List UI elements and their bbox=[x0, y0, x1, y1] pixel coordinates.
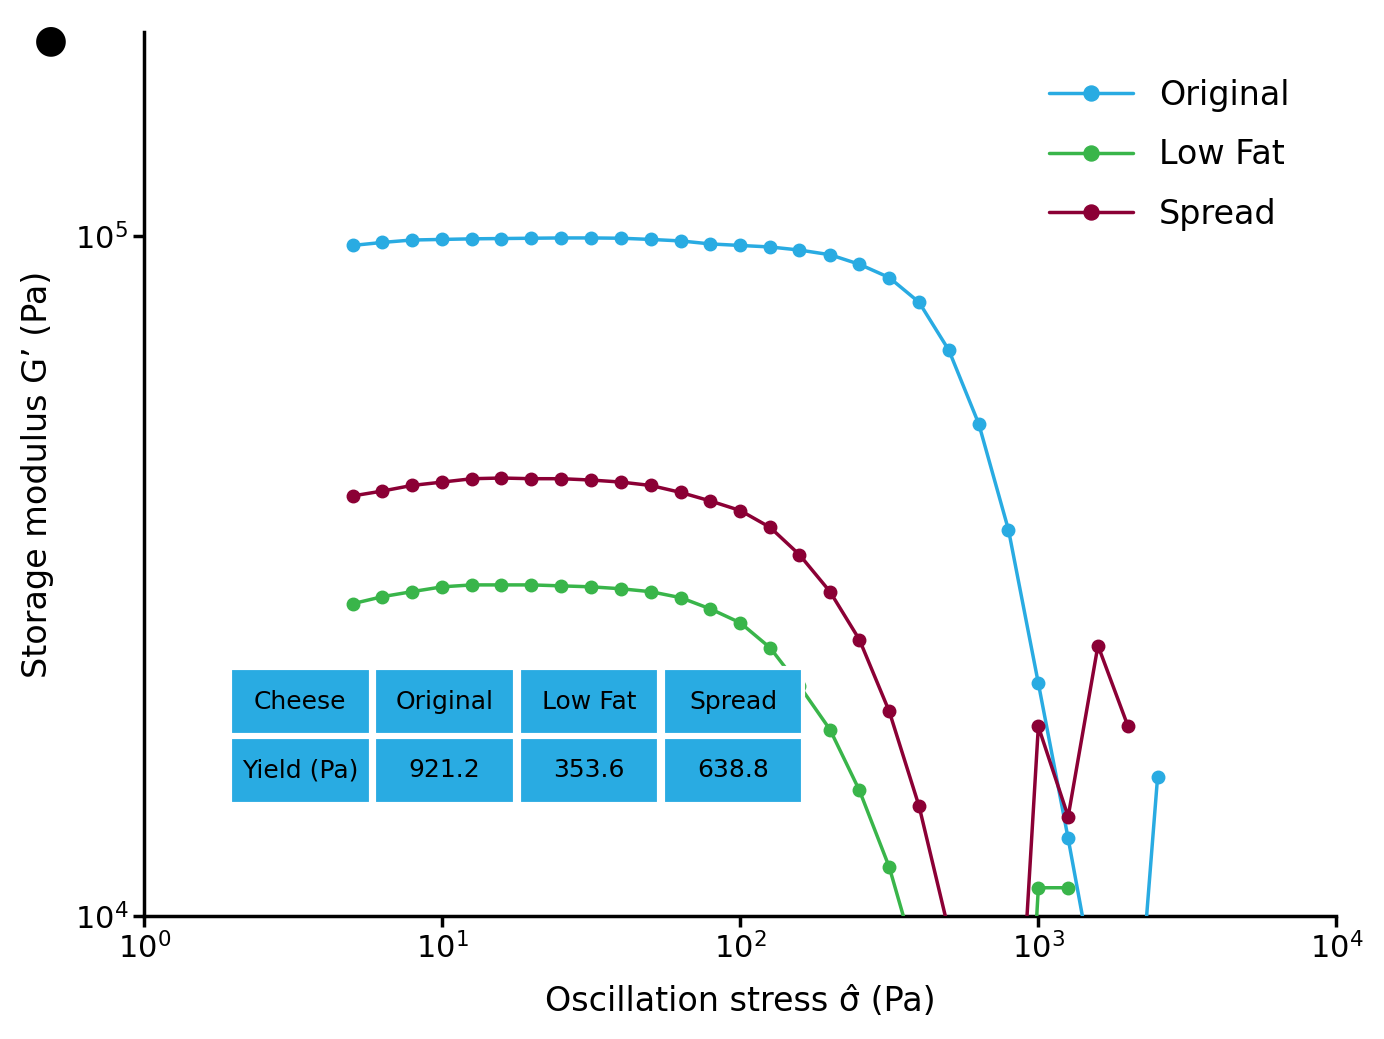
Low Fat bbox=[613, 583, 630, 595]
Text: 638.8: 638.8 bbox=[698, 758, 770, 782]
Original bbox=[374, 236, 390, 248]
Text: ●: ● bbox=[35, 21, 68, 59]
Spread bbox=[1120, 720, 1136, 732]
Low Fat bbox=[374, 590, 390, 603]
Spread bbox=[345, 489, 361, 502]
Low Fat bbox=[435, 581, 451, 593]
Original bbox=[642, 233, 659, 245]
Original bbox=[464, 233, 480, 245]
Spread bbox=[403, 479, 419, 491]
Spread bbox=[1089, 639, 1106, 651]
Original bbox=[583, 232, 599, 244]
Original bbox=[792, 244, 808, 257]
Low Fat bbox=[911, 964, 927, 977]
Low Fat bbox=[1030, 881, 1046, 894]
Low Fat bbox=[493, 579, 509, 591]
Line: Spread: Spread bbox=[346, 472, 1135, 1039]
Original bbox=[403, 234, 419, 246]
Original bbox=[613, 232, 630, 244]
Original bbox=[822, 248, 839, 261]
Spread bbox=[523, 473, 540, 485]
Low Fat bbox=[822, 723, 839, 736]
Spread bbox=[851, 634, 868, 646]
Original bbox=[673, 235, 689, 247]
Spread bbox=[911, 800, 927, 812]
Spread bbox=[763, 522, 779, 534]
Spread bbox=[941, 925, 958, 937]
Spread bbox=[822, 585, 839, 597]
Original bbox=[435, 233, 451, 245]
Bar bbox=[519, 668, 659, 735]
Bar bbox=[663, 738, 804, 803]
Low Fat bbox=[673, 591, 689, 604]
Text: Yield (Pa): Yield (Pa) bbox=[242, 758, 358, 782]
Low Fat bbox=[464, 579, 480, 591]
Spread bbox=[673, 486, 689, 499]
Spread bbox=[493, 472, 509, 484]
Text: Spread: Spread bbox=[689, 690, 778, 714]
Low Fat bbox=[882, 860, 898, 873]
Low Fat bbox=[1060, 881, 1077, 894]
Spread bbox=[613, 476, 630, 488]
Low Fat bbox=[702, 603, 718, 615]
Original bbox=[1089, 994, 1106, 1007]
Low Fat bbox=[345, 597, 361, 610]
Original bbox=[763, 241, 779, 254]
Legend: Original, Low Fat, Spread: Original, Low Fat, Spread bbox=[1035, 65, 1304, 244]
Spread bbox=[464, 473, 480, 485]
Spread bbox=[1060, 810, 1077, 823]
Low Fat bbox=[851, 784, 868, 797]
Original bbox=[523, 232, 540, 244]
Spread bbox=[642, 479, 659, 491]
Bar bbox=[374, 668, 515, 735]
Low Fat bbox=[642, 585, 659, 597]
Original bbox=[493, 233, 509, 245]
Spread bbox=[374, 485, 390, 498]
Original bbox=[1149, 771, 1165, 783]
Low Fat bbox=[732, 616, 749, 629]
Spread bbox=[882, 705, 898, 718]
Spread bbox=[583, 474, 599, 486]
Text: Original: Original bbox=[396, 690, 494, 714]
Original bbox=[882, 271, 898, 284]
Text: Cheese: Cheese bbox=[255, 690, 346, 714]
Spread bbox=[792, 549, 808, 561]
Original bbox=[732, 239, 749, 251]
Original bbox=[970, 418, 987, 430]
Low Fat bbox=[763, 642, 779, 655]
Text: 353.6: 353.6 bbox=[554, 758, 624, 782]
Spread bbox=[702, 495, 718, 507]
Original bbox=[911, 296, 927, 309]
Original bbox=[345, 239, 361, 251]
Original bbox=[1030, 677, 1046, 690]
Bar bbox=[663, 668, 804, 735]
Original bbox=[941, 344, 958, 356]
Y-axis label: Storage modulus G’ (Pa): Storage modulus G’ (Pa) bbox=[21, 270, 54, 677]
Low Fat bbox=[403, 585, 419, 597]
Spread bbox=[435, 476, 451, 488]
Low Fat bbox=[554, 580, 570, 592]
Low Fat bbox=[583, 581, 599, 593]
Spread bbox=[732, 504, 749, 516]
Original bbox=[1060, 832, 1077, 845]
Bar bbox=[230, 668, 371, 735]
Original bbox=[702, 238, 718, 250]
Low Fat bbox=[792, 680, 808, 692]
Text: 921.2: 921.2 bbox=[408, 758, 480, 782]
Line: Original: Original bbox=[346, 232, 1164, 1039]
Original bbox=[851, 258, 868, 270]
Spread bbox=[554, 473, 570, 485]
Text: Low Fat: Low Fat bbox=[541, 690, 637, 714]
Line: Low Fat: Low Fat bbox=[346, 579, 1074, 1039]
Bar bbox=[374, 738, 515, 803]
Low Fat bbox=[523, 579, 540, 591]
Spread bbox=[1030, 720, 1046, 732]
Bar bbox=[519, 738, 659, 803]
X-axis label: Oscillation stress σ̂ (Pa): Oscillation stress σ̂ (Pa) bbox=[545, 985, 936, 1018]
Bar bbox=[230, 738, 371, 803]
Original bbox=[1001, 524, 1017, 536]
Original bbox=[554, 232, 570, 244]
